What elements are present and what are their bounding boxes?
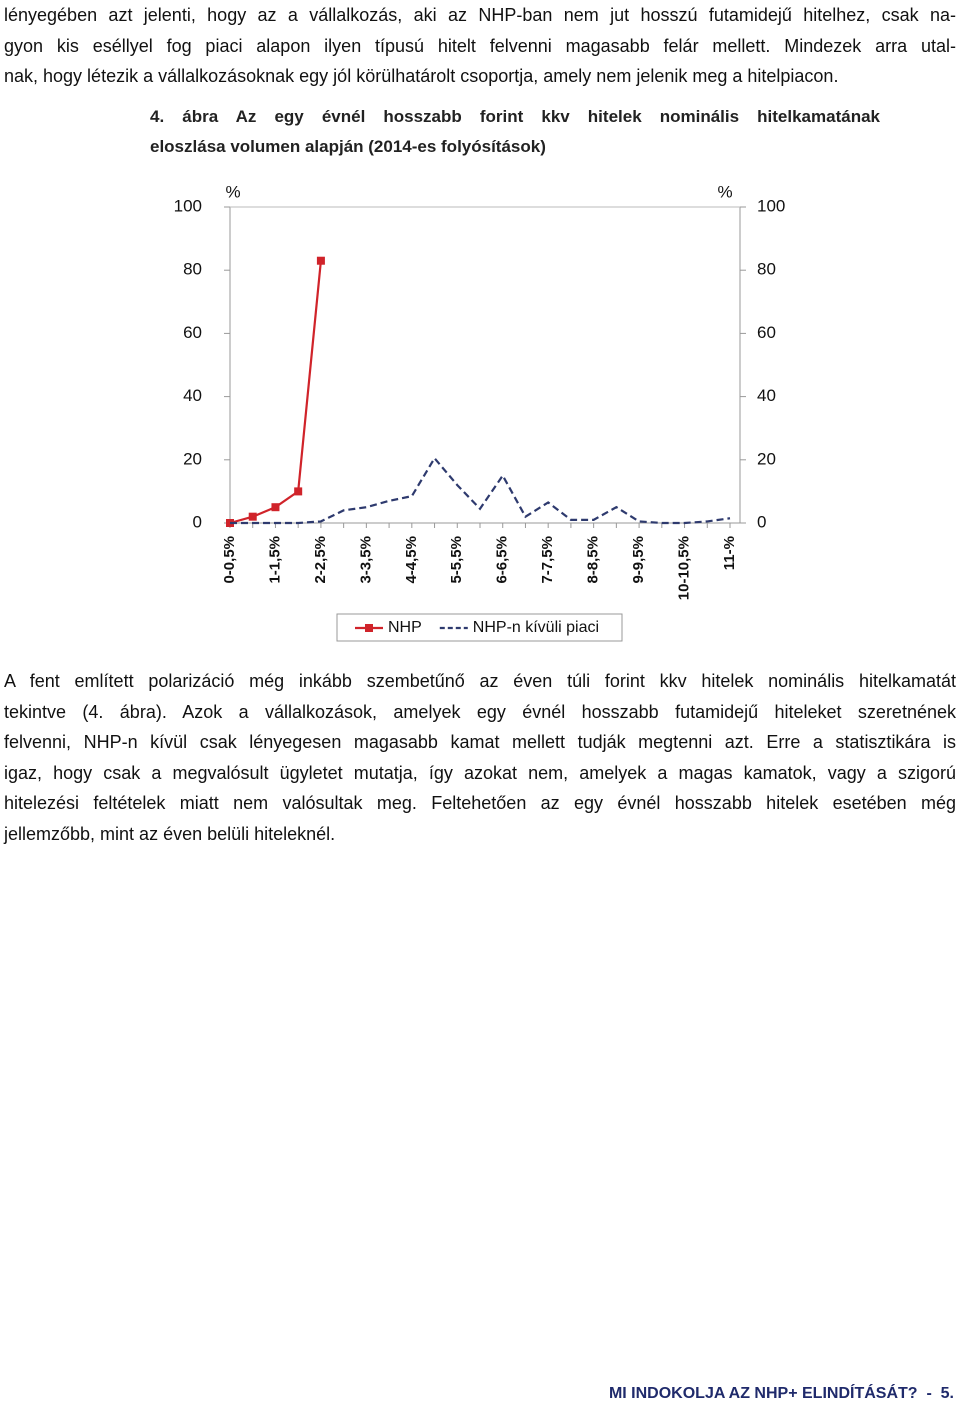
body-paragraph: A fent említett polarizáció még inkább s… <box>4 666 956 849</box>
legend-label: NHP-n kívüli piaci <box>473 619 599 636</box>
text-line: nak, hogy létezik a vállalkozásoknak egy… <box>4 66 839 86</box>
data-point <box>316 256 325 265</box>
legend-label: NHP <box>388 619 422 636</box>
text-line: hitelezési feltételek miatt nem valósult… <box>4 793 956 813</box>
y2-tick-label: 20 <box>757 449 776 468</box>
text-line: A fent említett polarizáció még inkább s… <box>4 671 956 691</box>
figure-caption: 4. ábra Az egy évnél hosszabb forint kkv… <box>150 102 880 162</box>
y-tick-label: 0 <box>193 512 202 531</box>
y-tick-label: 60 <box>183 323 202 342</box>
x-tick-label: 4-4,5% <box>403 536 420 584</box>
x-tick-label: 3-3,5% <box>357 536 374 584</box>
y-tick-label: 100 <box>174 196 202 215</box>
x-tick-label: 1-1,5% <box>266 536 283 584</box>
y2-axis-unit: % <box>717 182 732 201</box>
y-tick-label: 40 <box>183 386 202 405</box>
text-line: jellemzőbb, mint az éven belüli hitelekn… <box>4 823 336 844</box>
y2-tick-label: 80 <box>757 260 776 279</box>
series-line <box>230 456 731 525</box>
x-tick-label: 9-9,5% <box>630 536 647 584</box>
data-point <box>271 503 280 512</box>
data-point <box>294 487 303 496</box>
y-axis-unit: % <box>225 182 240 201</box>
x-tick-label: 5-5,5% <box>448 536 465 584</box>
footer: MI INDOKOLJA AZ NHP+ ELINDÍTÁSÁT? - 5. <box>608 1385 954 1402</box>
y2-tick-label: 60 <box>757 323 776 342</box>
x-tick-label: 11-% <box>721 536 738 570</box>
text-line: gyon kis eséllyel fog piaci alapon ilyen… <box>4 35 956 56</box>
chart: 0 20 40 60 80 100 0 20 40 60 80 100% % 0-0,5% 1-1,5% 2-… <box>174 182 785 642</box>
text-line: lényegében azt jelenti, hogy az a vállal… <box>4 5 956 25</box>
y2-tick-label: 100 <box>757 196 785 215</box>
data-point <box>248 512 257 521</box>
x-tick-label: 7-7,5% <box>539 536 556 584</box>
text-line: tekintve (4. ábra). Azok a vállalkozások… <box>4 701 956 722</box>
legend-marker <box>365 624 373 632</box>
x-tick-label: 0-0,5% <box>221 536 238 584</box>
series-line <box>229 260 323 525</box>
y2-tick-label: 0 <box>757 512 766 531</box>
caption-line: 4. ábra Az egy évnél hosszabb forint kkv… <box>150 107 880 126</box>
y2-tick-label: 40 <box>757 386 776 405</box>
y-tick-label: 80 <box>183 260 202 279</box>
text-line: igaz, hogy csak a megvalósult ügyletet m… <box>4 762 956 783</box>
caption-line: eloszlása volumen alapján (2014-es folyó… <box>150 137 546 156</box>
legend-box <box>336 613 623 642</box>
x-tick-label: 8-8,5% <box>585 536 602 584</box>
text-line: felvenni, NHP-n kívül csak lényegesen ma… <box>4 732 956 752</box>
intro-paragraph: lényegében azt jelenti, hogy az a vállal… <box>4 0 956 92</box>
x-tick-label: 6-6,5% <box>494 536 511 584</box>
x-tick-label: 10-10,5% <box>676 536 693 600</box>
y-tick-label: 20 <box>183 449 202 468</box>
x-tick-label: 2-2,5% <box>312 536 329 584</box>
